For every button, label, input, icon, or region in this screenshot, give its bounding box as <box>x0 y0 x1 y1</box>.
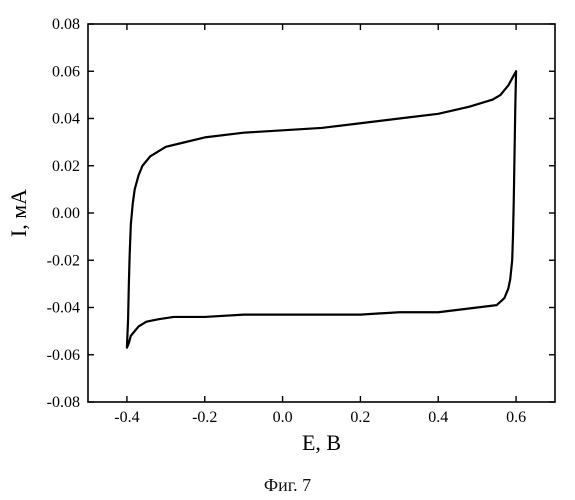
svg-text:I, мА: I, мА <box>6 189 31 237</box>
svg-text:0.04: 0.04 <box>52 111 80 128</box>
svg-text:0.6: 0.6 <box>506 409 526 426</box>
svg-text:0.08: 0.08 <box>52 16 80 33</box>
svg-text:0.2: 0.2 <box>350 409 370 426</box>
cv-chart: -0.4 -0.2 0.0 0.2 0.4 0.6 -0.08 -0.06 -0.04 -0.02… <box>0 0 575 500</box>
svg-text:-0.4: -0.4 <box>114 409 139 426</box>
svg-text:E, В: E, В <box>302 430 341 455</box>
svg-text:0.4: 0.4 <box>428 409 448 426</box>
chart-container: -0.4 -0.2 0.0 0.2 0.4 0.6 -0.08 -0.06 -0.04 -0.02… <box>0 0 575 500</box>
svg-text:-0.04: -0.04 <box>47 300 80 317</box>
svg-text:-0.2: -0.2 <box>192 409 217 426</box>
svg-text:-0.08: -0.08 <box>47 394 80 411</box>
svg-text:-0.06: -0.06 <box>47 347 80 364</box>
svg-text:-0.02: -0.02 <box>47 252 80 269</box>
svg-text:0.02: 0.02 <box>52 158 80 175</box>
svg-text:0.06: 0.06 <box>52 63 80 80</box>
svg-text:0.0: 0.0 <box>273 409 293 426</box>
figure-caption: Фиг. 7 <box>0 475 575 496</box>
svg-text:0.00: 0.00 <box>52 205 80 222</box>
